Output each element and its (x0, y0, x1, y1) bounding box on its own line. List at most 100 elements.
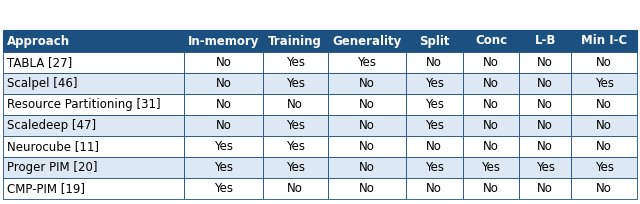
Text: Scalpel [46]: Scalpel [46] (7, 77, 77, 90)
Text: No: No (426, 182, 442, 195)
Text: No: No (426, 56, 442, 69)
Text: Yes: Yes (425, 119, 444, 132)
Text: No: No (483, 119, 499, 132)
Text: TABLA [27]: TABLA [27] (7, 56, 72, 69)
Text: No: No (538, 119, 553, 132)
Bar (3, 157, 184, 178)
Text: Resource Partitioning [31]: Resource Partitioning [31] (7, 98, 161, 111)
Bar (572, 94, 637, 115)
Bar (328, 115, 406, 136)
Text: No: No (426, 140, 442, 153)
Bar (262, 73, 328, 94)
Text: No: No (538, 77, 553, 90)
Bar (3, 136, 184, 157)
Text: Scaledeep [47]: Scaledeep [47] (7, 119, 96, 132)
Bar (262, 136, 328, 157)
Text: Yes: Yes (425, 98, 444, 111)
Text: No: No (483, 77, 499, 90)
Text: No: No (596, 119, 612, 132)
Text: Split: Split (419, 34, 449, 48)
Bar (184, 94, 262, 115)
Text: Yes: Yes (285, 140, 305, 153)
Bar (463, 73, 519, 94)
Bar (3, 52, 184, 73)
Text: No: No (216, 77, 232, 90)
Text: No: No (216, 56, 232, 69)
Bar (519, 30, 572, 52)
Text: Neurocube [11]: Neurocube [11] (7, 140, 99, 153)
Text: Yes: Yes (481, 161, 500, 174)
Bar (463, 52, 519, 73)
Text: No: No (483, 140, 499, 153)
Bar (519, 73, 572, 94)
Bar (262, 115, 328, 136)
Bar (519, 157, 572, 178)
Text: Yes: Yes (357, 56, 376, 69)
Bar (184, 136, 262, 157)
Text: CMP-PIM [19]: CMP-PIM [19] (7, 182, 85, 195)
Bar (3, 178, 184, 199)
Text: Yes: Yes (536, 161, 555, 174)
Bar (328, 157, 406, 178)
Text: No: No (359, 77, 374, 90)
Bar (463, 30, 519, 52)
Bar (572, 136, 637, 157)
Text: In-memory: In-memory (188, 34, 259, 48)
Bar (3, 30, 184, 52)
Bar (406, 94, 463, 115)
Text: Yes: Yes (285, 119, 305, 132)
Text: No: No (216, 98, 232, 111)
Text: Training: Training (268, 34, 322, 48)
Text: No: No (596, 140, 612, 153)
Text: No: No (538, 56, 553, 69)
Bar (572, 30, 637, 52)
Bar (184, 73, 262, 94)
Text: No: No (359, 98, 374, 111)
Text: No: No (483, 98, 499, 111)
Text: No: No (359, 161, 374, 174)
Bar (262, 157, 328, 178)
Text: No: No (483, 182, 499, 195)
Bar (406, 136, 463, 157)
Bar (328, 94, 406, 115)
Bar (519, 94, 572, 115)
Text: No: No (596, 182, 612, 195)
Bar (184, 115, 262, 136)
Bar (463, 94, 519, 115)
Bar (328, 30, 406, 52)
Text: No: No (538, 182, 553, 195)
Bar (406, 157, 463, 178)
Bar (519, 178, 572, 199)
Bar (572, 157, 637, 178)
Bar (406, 178, 463, 199)
Bar (406, 52, 463, 73)
Bar (3, 94, 184, 115)
Bar (519, 136, 572, 157)
Text: No: No (287, 182, 303, 195)
Text: L-B: L-B (534, 34, 556, 48)
Text: No: No (359, 140, 374, 153)
Bar (3, 73, 184, 94)
Bar (572, 178, 637, 199)
Text: Yes: Yes (214, 161, 233, 174)
Text: Yes: Yes (285, 77, 305, 90)
Bar (572, 73, 637, 94)
Bar (3, 115, 184, 136)
Text: No: No (287, 98, 303, 111)
Text: No: No (596, 98, 612, 111)
Bar (262, 178, 328, 199)
Bar (572, 52, 637, 73)
Bar (328, 136, 406, 157)
Text: Yes: Yes (214, 182, 233, 195)
Bar (262, 30, 328, 52)
Text: No: No (483, 56, 499, 69)
Text: Yes: Yes (285, 161, 305, 174)
Text: Conc: Conc (475, 34, 507, 48)
Text: Proger PIM [20]: Proger PIM [20] (7, 161, 97, 174)
Bar (184, 178, 262, 199)
Text: Yes: Yes (214, 140, 233, 153)
Text: Yes: Yes (595, 161, 614, 174)
Bar (406, 73, 463, 94)
Bar (406, 30, 463, 52)
Bar (184, 157, 262, 178)
